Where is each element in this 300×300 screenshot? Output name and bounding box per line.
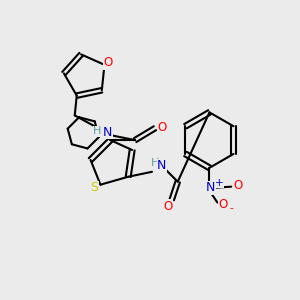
Text: +: +: [215, 178, 224, 188]
Text: N: N: [103, 126, 112, 139]
Text: S: S: [91, 181, 98, 194]
Text: O: O: [234, 179, 243, 192]
Text: H: H: [93, 126, 102, 136]
Text: N: N: [206, 181, 215, 194]
Text: O: O: [219, 198, 228, 211]
Text: -: -: [230, 203, 233, 214]
Text: O: O: [157, 121, 167, 134]
Text: O: O: [163, 200, 172, 213]
Text: H: H: [151, 158, 159, 168]
Text: N: N: [157, 159, 167, 172]
Text: O: O: [104, 56, 113, 69]
